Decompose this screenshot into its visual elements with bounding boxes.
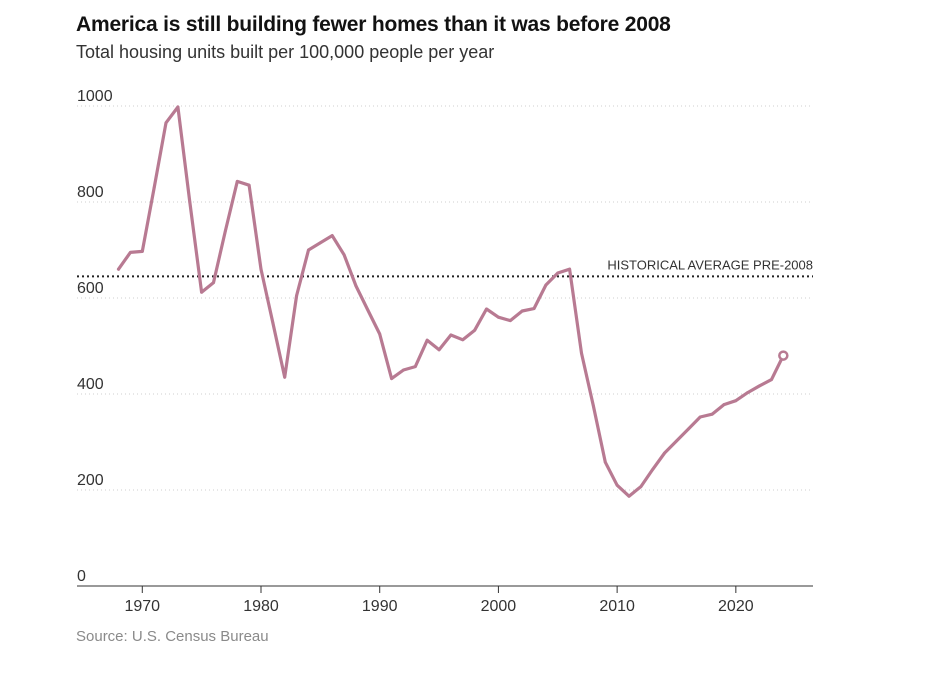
data-point-2012 <box>639 485 643 489</box>
data-point-1986 <box>330 234 334 238</box>
reference-line-group: HISTORICAL AVERAGE PRE-2008 <box>77 257 813 278</box>
data-point-1972 <box>164 121 168 125</box>
data-point-1980 <box>259 267 263 271</box>
data-point-1983 <box>295 294 299 297</box>
data-point-1985 <box>318 241 322 245</box>
data-point-2007 <box>580 351 583 355</box>
data-point-2017 <box>698 415 702 419</box>
data-point-2000 <box>497 315 500 319</box>
data-point-1993 <box>413 365 417 369</box>
x-tick-label: 1980 <box>243 598 279 615</box>
x-tick-label: 2000 <box>481 598 517 615</box>
x-tick-label: 2010 <box>599 598 635 615</box>
y-tick-label: 200 <box>77 472 104 489</box>
x-tick-label: 2020 <box>718 598 754 615</box>
data-point-2009 <box>603 460 607 464</box>
series-line <box>116 105 785 498</box>
data-point-1973 <box>176 105 180 109</box>
data-point-2003 <box>532 307 536 310</box>
data-point-1971 <box>152 186 156 190</box>
source-note: Source: U.S. Census Bureau <box>76 628 269 645</box>
data-point-2023 <box>770 378 773 381</box>
data-point-2002 <box>520 309 524 313</box>
y-tick-label: 0 <box>77 568 86 585</box>
data-point-1996 <box>449 333 453 337</box>
data-point-1975 <box>200 290 204 294</box>
data-point-2008 <box>591 404 595 408</box>
data-point-2005 <box>556 271 560 275</box>
data-point-1990 <box>378 332 382 336</box>
data-point-2015 <box>675 439 678 443</box>
data-point-1978 <box>235 179 239 183</box>
data-point-2021 <box>746 391 750 394</box>
y-tick-label: 600 <box>77 280 104 297</box>
data-point-2001 <box>508 319 512 322</box>
chart-title: America is still building fewer homes th… <box>76 13 671 36</box>
data-point-2018 <box>710 412 714 416</box>
data-point-2013 <box>651 467 655 471</box>
data-point-2020 <box>734 399 738 403</box>
data-point-1969 <box>129 251 132 254</box>
series-points <box>117 105 785 498</box>
data-point-1968 <box>117 267 120 271</box>
data-point-1970 <box>140 250 144 253</box>
y-axis-ticks: 0 200 400 600 800 1000 <box>77 88 113 585</box>
data-point-1987 <box>342 253 346 257</box>
data-point-1992 <box>402 368 405 372</box>
gridlines <box>77 105 813 491</box>
data-point-1974 <box>188 200 192 204</box>
data-point-2006 <box>568 267 572 271</box>
y-tick-label: 400 <box>77 376 104 393</box>
data-point-1976 <box>212 281 215 285</box>
data-point-1982 <box>283 375 287 379</box>
data-point-1998 <box>473 328 477 332</box>
data-point-2011 <box>627 494 631 498</box>
y-tick-label: 1000 <box>77 88 113 105</box>
data-point-1977 <box>223 229 227 233</box>
data-point-1997 <box>461 338 465 342</box>
data-point-2019 <box>722 403 726 406</box>
data-point-1984 <box>307 248 310 252</box>
data-point-1999 <box>485 307 488 311</box>
data-point-1994 <box>425 338 429 342</box>
historical-average-label: HISTORICAL AVERAGE PRE-2008 <box>607 257 813 272</box>
data-point-2016 <box>686 427 690 431</box>
x-tick-label: 1990 <box>362 598 398 615</box>
data-point-1979 <box>247 183 251 187</box>
x-tick-label: 1970 <box>124 598 160 615</box>
chart-subtitle: Total housing units built per 100,000 pe… <box>76 42 495 62</box>
data-point-1995 <box>437 348 441 352</box>
data-point-2004 <box>544 283 548 287</box>
data-point-1991 <box>390 377 393 381</box>
data-point-2022 <box>758 384 761 388</box>
data-point-2010 <box>615 483 619 487</box>
data-point-1989 <box>366 308 370 312</box>
x-axis-ticks: 1970 1980 1990 2000 2010 2020 <box>124 586 754 615</box>
data-point-2014 <box>663 451 667 455</box>
data-point-1988 <box>354 284 358 288</box>
y-tick-label: 800 <box>77 184 104 201</box>
end-point-marker <box>778 350 789 361</box>
data-point-1981 <box>271 321 275 325</box>
